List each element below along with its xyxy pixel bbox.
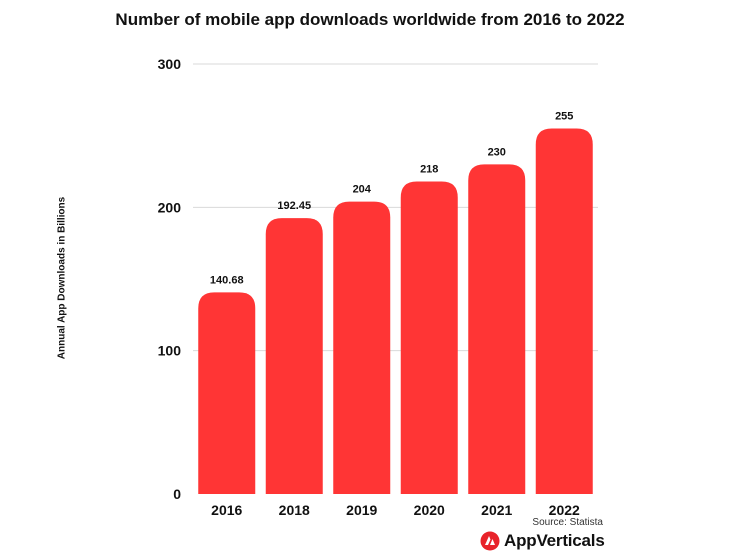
bar-2016	[198, 292, 256, 494]
bar-value-label: 140.68	[210, 274, 244, 286]
chart-title: Number of mobile app downloads worldwide…	[115, 10, 625, 29]
source-note: Source: Statista	[532, 517, 603, 528]
y-tick-label: 100	[158, 343, 182, 359]
bar-2020	[400, 181, 458, 495]
x-tick-label: 2020	[414, 502, 445, 518]
bar-2019	[333, 201, 391, 494]
x-tick-label: 2022	[549, 502, 580, 518]
y-tick-label: 0	[173, 486, 181, 502]
brand-logo: AppVerticals	[480, 530, 605, 552]
x-tick-label: 2016	[211, 502, 242, 518]
bar-2018	[265, 218, 323, 494]
y-tick-label: 200	[158, 199, 182, 215]
bar-value-label: 230	[488, 146, 506, 158]
bar-2021	[468, 164, 526, 495]
y-tick-label: 300	[158, 56, 182, 72]
bar-value-label: 192.45	[277, 200, 311, 212]
x-tick-label: 2018	[279, 502, 310, 518]
bar-value-label: 255	[555, 111, 573, 123]
appverticals-logo-icon	[480, 531, 500, 551]
bar-2022	[535, 128, 593, 494]
bar-value-label: 204	[353, 184, 372, 196]
x-tick-label: 2019	[346, 502, 377, 518]
bar-value-label: 218	[420, 164, 438, 176]
x-tick-label: 2021	[481, 502, 512, 518]
brand-name: AppVerticals	[504, 531, 605, 550]
